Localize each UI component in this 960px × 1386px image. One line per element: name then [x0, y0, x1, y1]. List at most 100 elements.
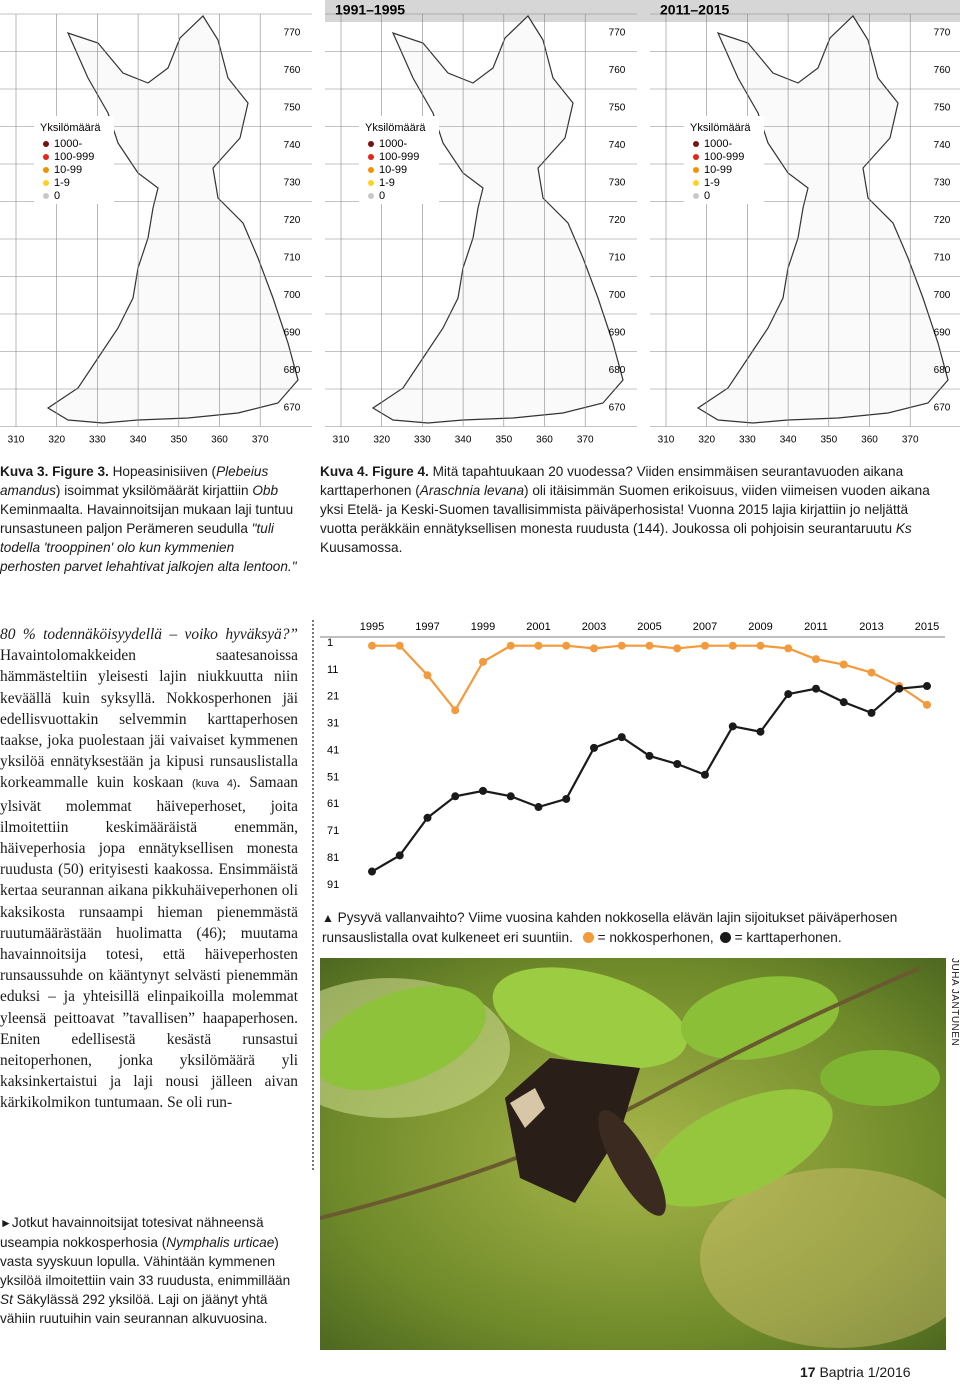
text-run: Araschnia levana: [419, 483, 525, 498]
triangle-icon: ▲: [322, 911, 334, 925]
text-run: ) vasta syyskuun lopulla. Vähintään kymm…: [0, 1235, 291, 1288]
legend-label: 1000-: [379, 138, 407, 150]
y-tick-label: 81: [327, 852, 339, 864]
series-point: [506, 792, 515, 801]
series-point: [701, 770, 709, 779]
series-point: [895, 684, 904, 693]
series-point: [839, 660, 848, 669]
northing-label: 750: [284, 102, 301, 113]
text-run: Säkylässä 292 yksilöä. Laji on jäänyt yh…: [0, 1292, 268, 1326]
legend-label: 1-9: [379, 177, 395, 189]
northing-label: 690: [284, 327, 301, 338]
easting-label: 310: [658, 435, 675, 446]
legend-label: 0: [54, 190, 60, 202]
legend-dot: [43, 141, 49, 147]
easting-label: 320: [48, 435, 65, 446]
x-tick-label: 1999: [471, 621, 495, 633]
legend-dot: [693, 193, 699, 199]
series-point: [784, 690, 793, 699]
column-divider: [312, 620, 314, 1170]
northing-label: 670: [284, 402, 301, 413]
legend-label: 0: [379, 190, 385, 202]
x-tick-label: 2005: [637, 621, 661, 633]
legend-dot: [368, 154, 374, 160]
northing-label: 720: [284, 215, 301, 226]
legend-label: 100-999: [704, 151, 744, 163]
series-point: [617, 641, 626, 650]
legend-label: 1000-: [704, 138, 732, 150]
legend-box: [359, 116, 439, 204]
northing-label: 710: [284, 252, 301, 263]
series-point: [562, 794, 571, 803]
series-point: [395, 641, 404, 650]
northing-label: 750: [609, 102, 626, 113]
series-point: [479, 786, 487, 795]
series-point: [867, 668, 876, 677]
series-point: [534, 803, 543, 812]
series-point: [756, 641, 765, 650]
northing-label: 740: [934, 140, 951, 151]
series-point: [645, 641, 654, 650]
legend-title: Yksilömäärä: [365, 122, 426, 134]
photo-credit: JUHA JANTUNEN: [949, 958, 960, 1047]
legend-dot: [693, 167, 699, 173]
text-run: Ks: [895, 521, 912, 536]
legend-dot: [43, 167, 49, 173]
series-point: [534, 641, 543, 650]
y-tick-label: 41: [327, 744, 339, 756]
x-tick-label: 2013: [859, 621, 883, 633]
northing-label: 730: [284, 177, 301, 188]
text-run: Hopeasinisiiven (: [108, 464, 217, 479]
legend: = nokkosperhonen, = karttaperhonen.: [577, 930, 842, 945]
series-point: [728, 641, 737, 650]
y-tick-label: 51: [327, 771, 339, 783]
northing-label: 730: [934, 177, 951, 188]
photo-caption: ►Jotkut havainnoitsijat totesivat nähnee…: [0, 1213, 300, 1328]
y-tick-label: 71: [327, 825, 339, 837]
northing-label: 690: [934, 327, 951, 338]
legend-label: = karttaperhonen.: [734, 930, 842, 945]
legend-dot: [368, 193, 374, 199]
northing-label: 700: [934, 290, 951, 301]
y-tick-label: 21: [327, 691, 339, 703]
series-point: [506, 641, 515, 650]
x-tick-label: 2001: [526, 621, 550, 633]
header-band: [325, 0, 960, 22]
text-run: St: [0, 1292, 13, 1307]
legend-box: [34, 116, 114, 204]
chart-caption-text: Pysyvä vallanvaihto? Viime vuosina kahde…: [322, 910, 898, 945]
legend-label: 1-9: [704, 177, 720, 189]
legend-label: 100-999: [54, 151, 94, 163]
legend-dot: [693, 180, 699, 186]
easting-label: 330: [414, 435, 431, 446]
x-tick-label: 2009: [748, 621, 772, 633]
body-text: 80 % todennäköisyydellä – voiko hyväksyä…: [0, 624, 298, 1114]
footer: 17 Baptria 1/2016: [800, 1364, 911, 1380]
northing-label: 680: [609, 365, 626, 376]
text-run: 80 % todennäköisyydellä – voiko hyväksyä…: [0, 626, 298, 643]
easting-label: 330: [739, 435, 756, 446]
x-tick-label: 2015: [915, 621, 939, 633]
x-tick-label: 2007: [693, 621, 717, 633]
series-point: [812, 684, 820, 693]
northing-label: 700: [284, 290, 301, 301]
easting-label: 370: [902, 435, 919, 446]
series-point: [590, 743, 598, 752]
legend-dot: [43, 180, 49, 186]
northing-label: 670: [934, 402, 951, 413]
series-point: [673, 644, 682, 653]
easting-label: 360: [211, 435, 228, 446]
series-point: [368, 641, 376, 650]
series-point: [923, 700, 931, 709]
northing-label: 710: [934, 252, 951, 263]
legend-label: = nokkosperhonen,: [597, 930, 714, 945]
series-point: [645, 751, 654, 760]
text-run: Obb: [252, 483, 279, 498]
series-point: [784, 644, 793, 653]
series-point: [923, 682, 931, 691]
northing-label: 720: [609, 215, 626, 226]
easting-label: 330: [89, 435, 106, 446]
series-point: [423, 813, 432, 822]
northing-label: 760: [934, 65, 951, 76]
